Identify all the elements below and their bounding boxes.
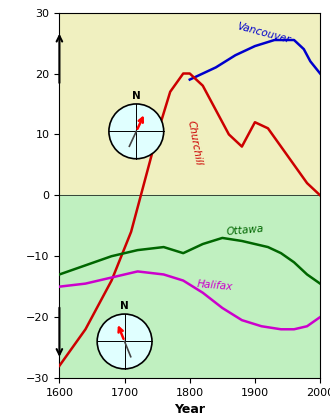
Text: N: N	[132, 91, 141, 101]
Text: Ottawa: Ottawa	[226, 223, 264, 237]
Bar	[59, 13, 320, 195]
Ellipse shape	[97, 314, 152, 369]
Text: N: N	[120, 301, 129, 311]
Text: Vancouver: Vancouver	[235, 21, 291, 45]
Ellipse shape	[109, 104, 164, 159]
Text: Halifax: Halifax	[196, 278, 233, 292]
Text: Churchill: Churchill	[185, 120, 203, 167]
Bar	[59, 195, 320, 378]
X-axis label: Year: Year	[174, 403, 205, 416]
